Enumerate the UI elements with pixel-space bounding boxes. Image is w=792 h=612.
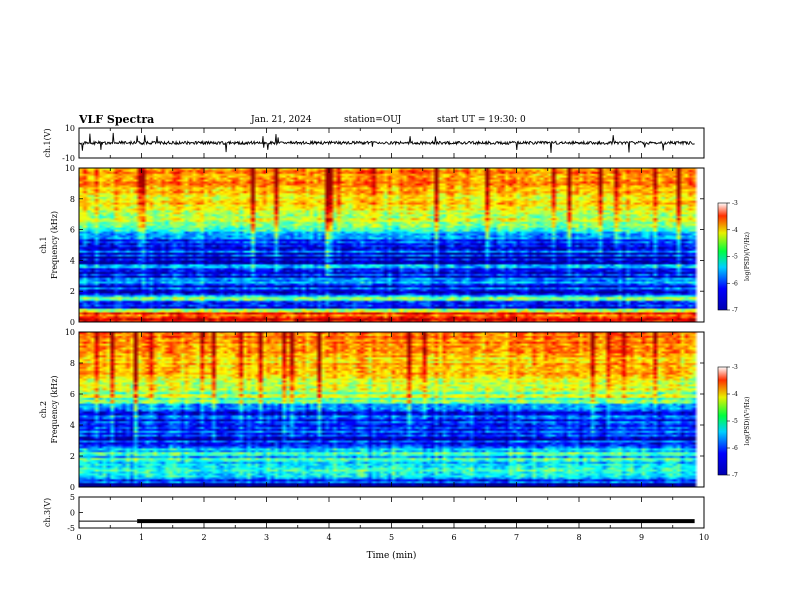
- ch1-waveform-ylabel: ch.1(V): [43, 128, 52, 157]
- x-tick-label: 8: [576, 533, 581, 542]
- y-tick-label: 0: [70, 318, 75, 327]
- colorbar-tick-label: -4: [732, 391, 738, 398]
- y-tick-label: -10: [62, 154, 75, 163]
- colorbar-tick-label: -6: [732, 445, 738, 452]
- y-tick-label: 6: [70, 390, 75, 399]
- y-tick-label: 10: [65, 124, 75, 133]
- x-tick-label: 6: [451, 533, 456, 542]
- x-tick-label: 9: [639, 533, 644, 542]
- colorbar-tick-label: -5: [732, 418, 738, 425]
- colorbar-tick-label: -3: [732, 364, 738, 371]
- y-tick-label: 0: [70, 483, 75, 492]
- figure-title: VLF Spectra: [79, 113, 155, 126]
- station-label: station=OUJ: [344, 115, 402, 125]
- ch2-spectrogram-colorbar-label: log(PSD)(V²/Hz): [744, 397, 751, 446]
- ch2-spectrogram-ylabel: ch.2: [39, 401, 48, 418]
- colorbar-tick-label: -3: [732, 200, 738, 207]
- ch1-spectrogram-image: [79, 168, 704, 322]
- colorbar-tick-label: -6: [732, 280, 738, 287]
- y-tick-label: 10: [65, 328, 75, 337]
- ch1-spectrogram-ylabel: ch.1: [39, 236, 48, 253]
- y-tick-label: 4: [70, 421, 75, 430]
- x-axis-label: Time (min): [367, 550, 417, 561]
- ch1-spectrogram-colorbar-label: log(PSD)(V²/Hz): [744, 232, 751, 281]
- ch2-spectrogram-image: [79, 332, 704, 487]
- x-tick-label: 3: [264, 533, 269, 542]
- y-tick-label: 10: [65, 164, 75, 173]
- y-tick-label: 8: [70, 359, 75, 368]
- ch2-spectrogram-ylabel: Frequency (kHz): [50, 375, 59, 443]
- ch3-ylabel: ch.3(V): [43, 498, 52, 527]
- ch1-waveform-line: [78, 132, 695, 153]
- x-tick-label: 0: [76, 533, 81, 542]
- colorbar-tick-label: -4: [732, 227, 738, 234]
- y-tick-label: 2: [70, 287, 75, 296]
- start-time-label: start UT = 19:30: 0: [437, 115, 526, 125]
- x-tick-label: 10: [699, 533, 709, 542]
- y-tick-label: 5: [70, 493, 75, 502]
- x-tick-label: 2: [201, 533, 206, 542]
- colorbar-tick-label: -7: [732, 307, 738, 314]
- x-tick-label: 4: [326, 533, 331, 542]
- ch2-spectrogram-colorbar: [717, 366, 728, 476]
- y-tick-label: 0: [70, 509, 75, 518]
- y-tick-label: 6: [70, 226, 75, 235]
- date-label: Jan. 21, 2024: [251, 115, 312, 125]
- y-tick-label: -5: [67, 524, 75, 533]
- x-tick-label: 5: [389, 533, 394, 542]
- ch1-spectrogram-colorbar: [717, 202, 728, 311]
- x-tick-label: 7: [514, 533, 519, 542]
- ch1-spectrogram-ylabel: Frequency (kHz): [50, 211, 59, 279]
- y-tick-label: 4: [70, 256, 75, 265]
- y-tick-label: 2: [70, 452, 75, 461]
- x-tick-label: 1: [139, 533, 144, 542]
- y-tick-label: 8: [70, 195, 75, 204]
- colorbar-tick-label: -5: [732, 254, 738, 261]
- colorbar-tick-label: -7: [732, 472, 738, 479]
